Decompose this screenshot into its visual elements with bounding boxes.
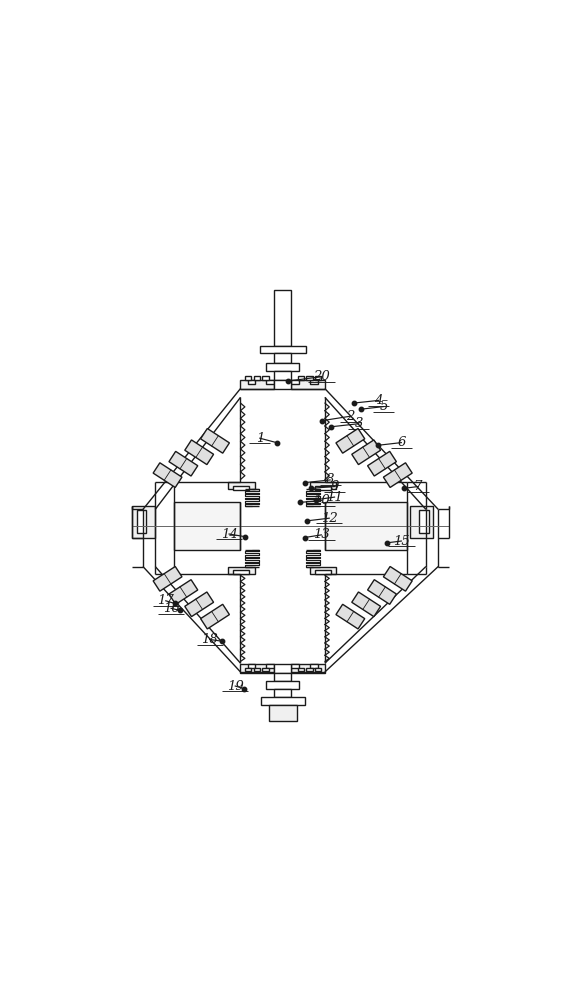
Text: 10: 10	[313, 494, 330, 507]
Bar	[315, 376, 321, 380]
Bar	[253, 668, 260, 671]
Bar	[260, 346, 306, 353]
Text: 9: 9	[331, 480, 338, 493]
Bar	[132, 506, 155, 538]
Bar	[228, 567, 255, 574]
Bar	[169, 580, 198, 604]
Text: 7: 7	[414, 480, 422, 493]
Text: 13: 13	[313, 528, 330, 541]
Bar	[310, 567, 336, 574]
Bar	[310, 482, 336, 489]
Bar	[266, 363, 299, 371]
Bar	[274, 290, 291, 346]
Bar	[263, 376, 269, 380]
Bar	[234, 570, 249, 574]
Bar	[274, 353, 291, 363]
Bar	[261, 697, 304, 705]
Bar	[137, 510, 146, 533]
Bar	[240, 380, 274, 389]
Bar	[315, 668, 321, 671]
Bar	[274, 664, 291, 673]
Bar	[228, 482, 255, 489]
Bar	[274, 689, 291, 697]
Bar	[266, 664, 274, 668]
Text: 1: 1	[256, 432, 264, 445]
Bar	[266, 681, 299, 689]
Bar	[263, 668, 269, 671]
Text: 17: 17	[158, 594, 174, 607]
Bar	[253, 376, 260, 380]
Text: 2: 2	[346, 410, 354, 423]
Bar	[298, 376, 304, 380]
Text: 16: 16	[163, 602, 179, 615]
Text: 11: 11	[326, 491, 343, 504]
Text: 18: 18	[201, 633, 218, 646]
Bar	[185, 592, 214, 617]
Bar	[266, 380, 274, 384]
Text: 4: 4	[374, 394, 383, 407]
Bar	[245, 376, 251, 380]
Bar	[274, 673, 291, 681]
Text: 6: 6	[397, 436, 405, 449]
Bar	[419, 510, 429, 533]
Bar	[310, 664, 318, 668]
Text: 8: 8	[326, 473, 335, 486]
Bar	[336, 429, 365, 453]
Bar	[383, 566, 412, 591]
Bar	[201, 604, 230, 629]
Bar	[315, 570, 331, 574]
Bar	[274, 371, 291, 380]
Bar	[291, 380, 325, 389]
Bar	[248, 664, 255, 668]
Text: 19: 19	[227, 680, 244, 693]
Bar	[291, 664, 325, 673]
Bar	[153, 566, 182, 591]
Text: 5: 5	[379, 400, 388, 413]
Bar	[234, 486, 249, 490]
Bar	[240, 664, 274, 673]
Bar	[367, 580, 396, 604]
Bar	[383, 463, 412, 487]
Bar	[306, 376, 312, 380]
Text: 15: 15	[393, 535, 410, 548]
Bar	[325, 502, 408, 550]
Bar	[367, 451, 396, 476]
Bar	[245, 668, 251, 671]
Bar	[291, 380, 299, 384]
Bar	[291, 664, 299, 668]
Bar	[274, 380, 291, 389]
Bar	[298, 668, 304, 671]
Bar	[315, 486, 331, 490]
Text: 12: 12	[321, 512, 337, 525]
Bar	[174, 502, 240, 550]
Bar	[336, 604, 365, 629]
Bar	[306, 668, 312, 671]
Bar	[410, 506, 433, 538]
Bar	[352, 440, 380, 465]
Bar	[352, 592, 380, 617]
Bar	[310, 380, 318, 384]
Bar	[169, 451, 198, 476]
Bar	[185, 440, 214, 465]
Bar	[201, 429, 230, 453]
Bar	[153, 463, 182, 487]
Bar	[269, 705, 297, 721]
Text: 3: 3	[354, 417, 363, 430]
Text: 20: 20	[313, 370, 330, 383]
Bar	[248, 380, 255, 384]
Text: 14: 14	[221, 528, 238, 541]
